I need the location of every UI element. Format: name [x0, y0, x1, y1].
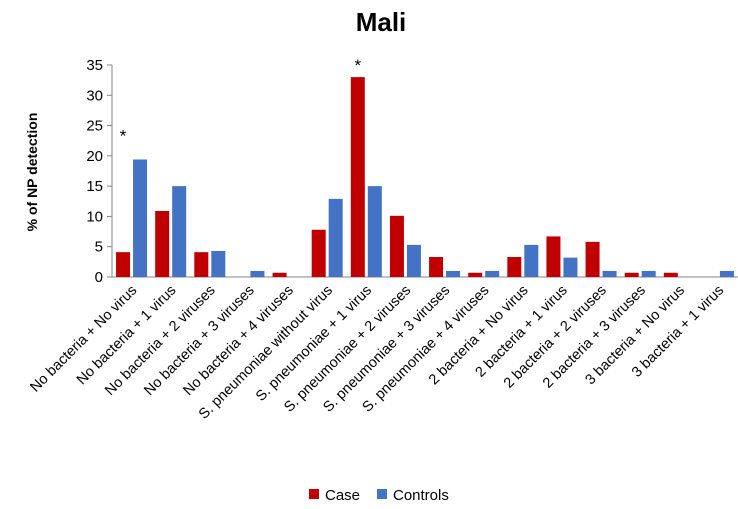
bar-case [311, 229, 326, 277]
significance-annotation: * [355, 56, 362, 75]
bar-case [624, 272, 639, 277]
bar-case [507, 257, 522, 277]
y-tick-label: 25 [86, 118, 103, 135]
bar-case [663, 272, 678, 277]
bar-case [585, 241, 600, 277]
annotations: ** [120, 56, 362, 145]
bar-controls [133, 159, 148, 277]
legend-label-case: Case [325, 487, 360, 504]
bar-case [389, 215, 404, 277]
bar-case [155, 210, 170, 277]
bar-case [350, 77, 365, 277]
bar-controls [563, 257, 578, 277]
bar-case [429, 257, 444, 277]
chart-title: Mali [356, 7, 407, 37]
y-tick-label: 20 [86, 148, 103, 165]
bar-case [546, 236, 561, 277]
bar-case [116, 252, 131, 277]
bar-controls [406, 244, 421, 277]
bars [116, 77, 734, 277]
y-tick-label: 10 [86, 208, 103, 225]
y-axis-ticks: 0 5 10 15 20 25 30 35 [86, 57, 112, 286]
bar-controls [328, 198, 343, 277]
bar-controls [211, 250, 226, 277]
bar-controls [250, 270, 265, 277]
bar-controls [367, 186, 382, 277]
y-tick-label: 30 [86, 87, 103, 104]
y-axis-label: % of NP detection [24, 113, 40, 232]
bar-controls [524, 244, 539, 277]
legend: Case Controls [309, 487, 449, 504]
legend-swatch-case [309, 489, 319, 499]
legend-label-controls: Controls [393, 487, 449, 504]
bar-case [272, 272, 287, 277]
y-tick-label: 0 [95, 269, 103, 286]
y-tick-label: 35 [86, 57, 103, 74]
bar-case [468, 272, 483, 277]
bar-controls [485, 270, 500, 277]
bar-controls [641, 270, 656, 277]
bar-controls [602, 270, 617, 277]
y-tick-label: 15 [86, 178, 103, 195]
bar-controls [172, 186, 187, 277]
bar-controls [719, 270, 734, 277]
bar-case [194, 252, 209, 277]
y-tick-label: 5 [95, 239, 103, 256]
bar-controls [446, 270, 461, 277]
legend-swatch-controls [377, 489, 387, 499]
significance-annotation: * [120, 126, 127, 145]
